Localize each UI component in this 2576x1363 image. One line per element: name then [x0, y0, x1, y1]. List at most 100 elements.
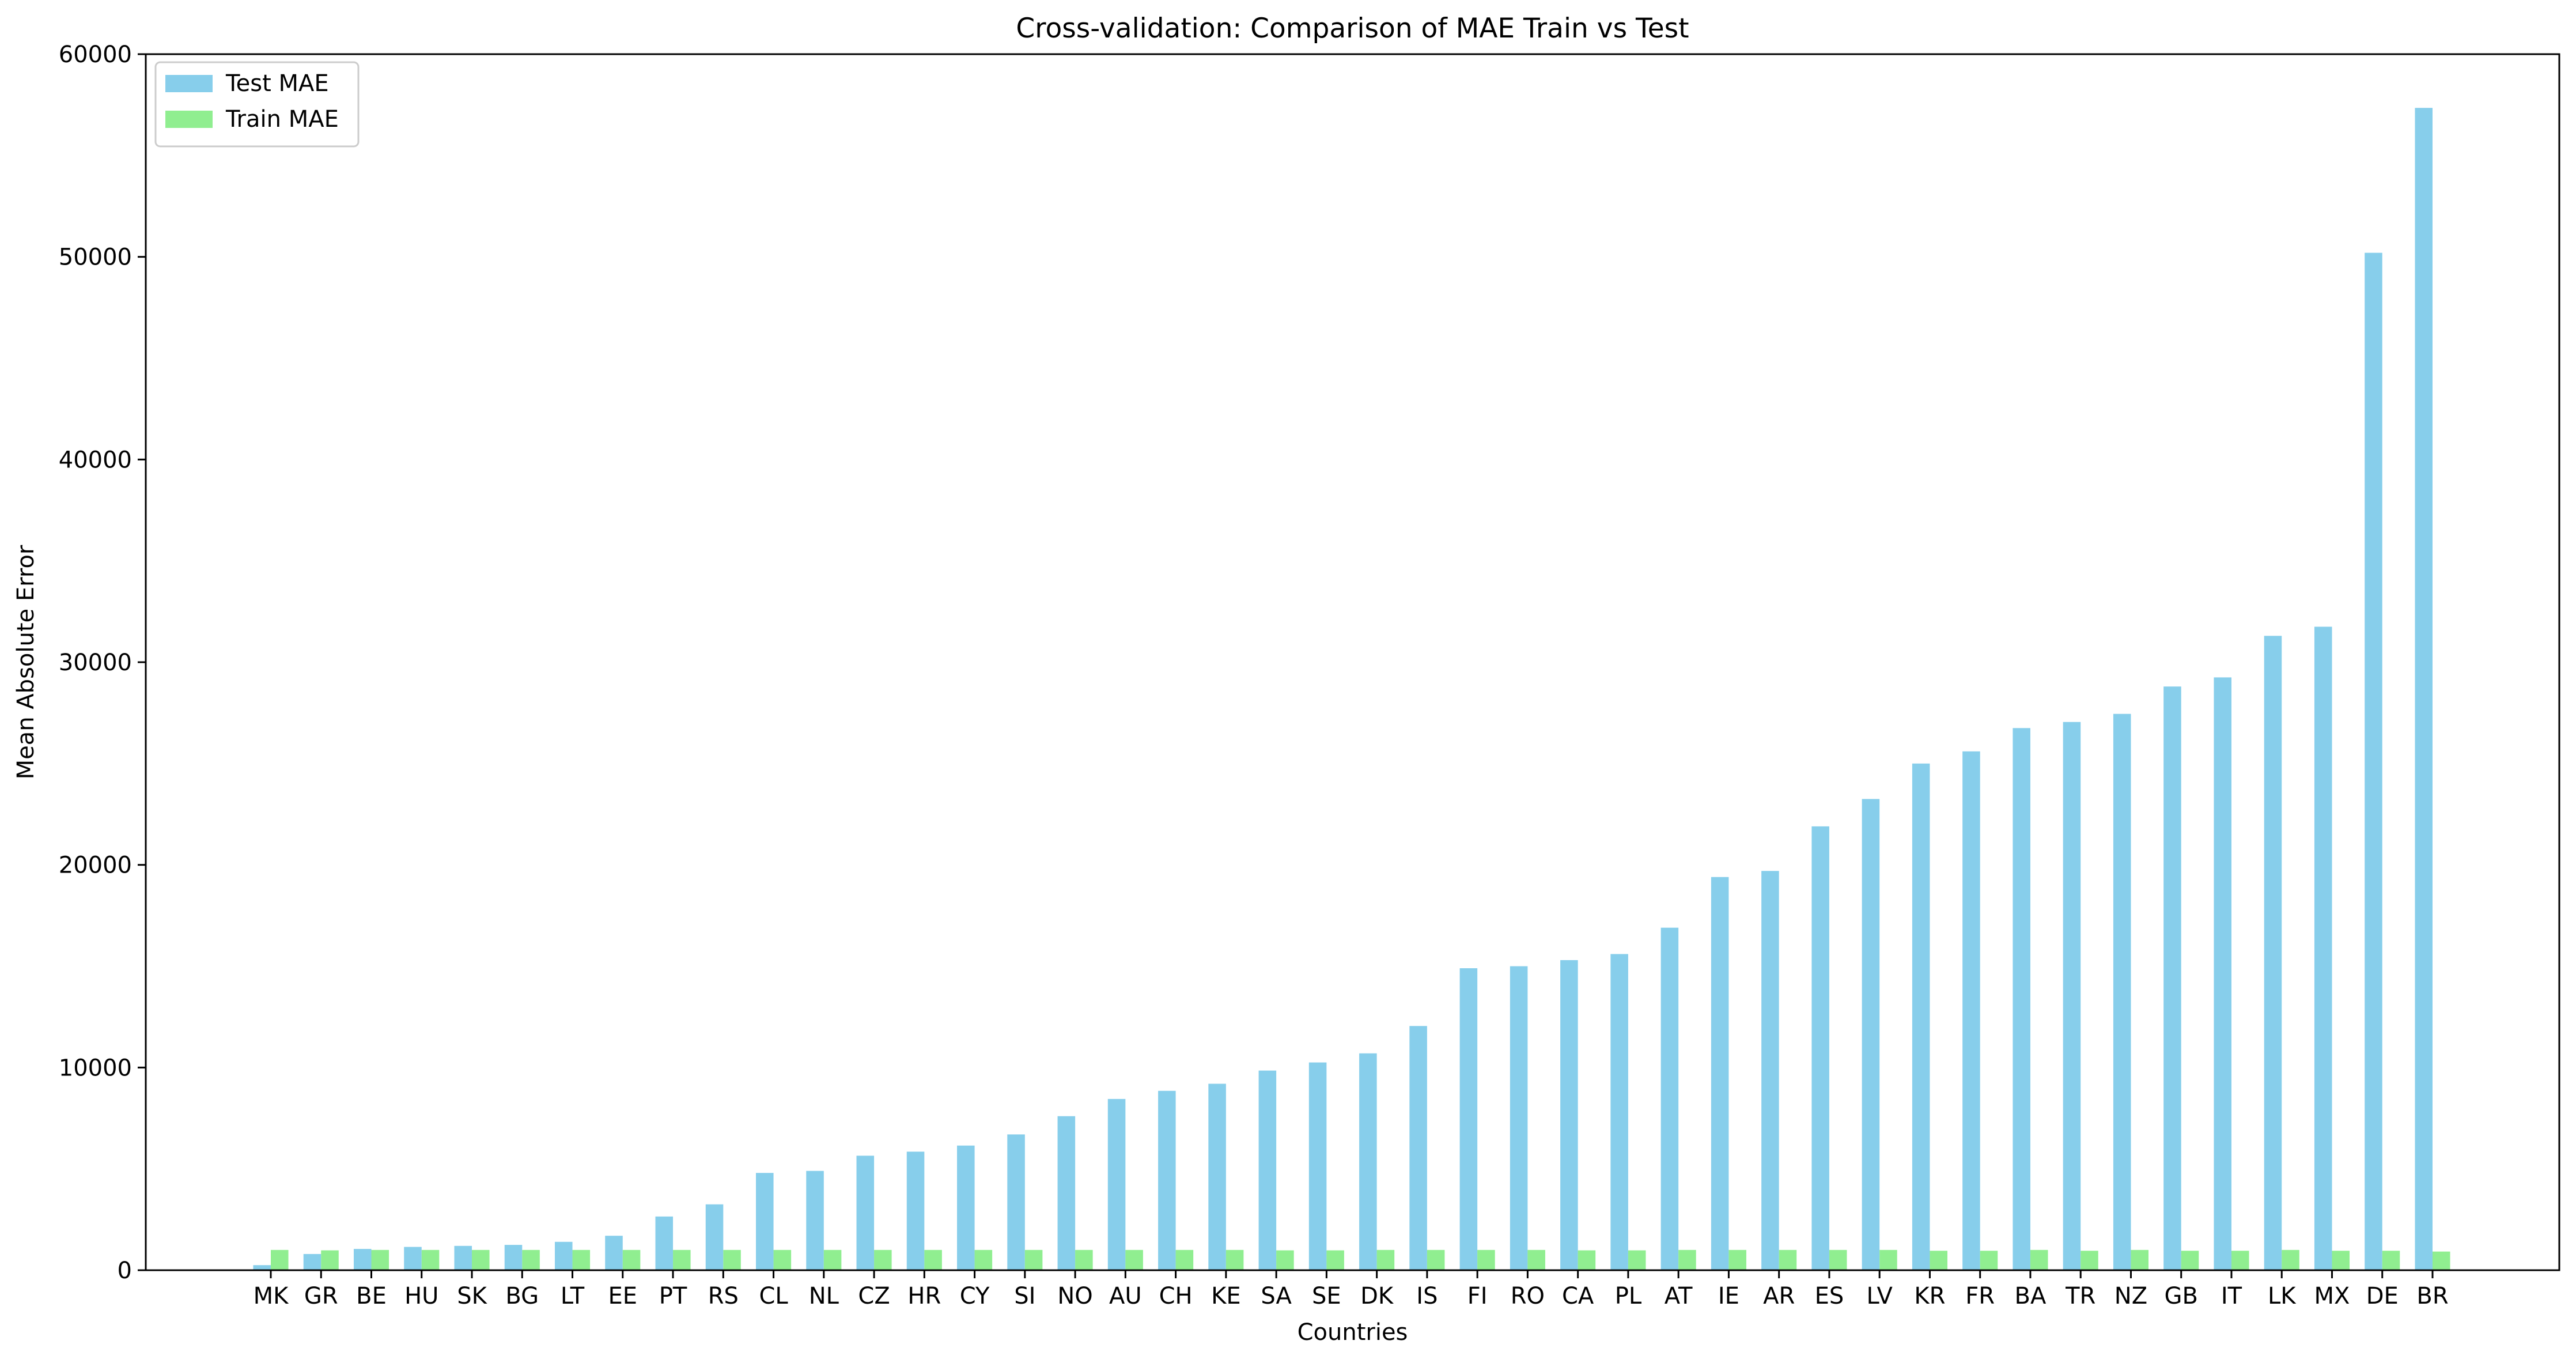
x-tick-label-at: AT [1665, 1283, 1693, 1309]
x-tick-label-si: SI [1014, 1283, 1035, 1309]
test-mae-bar-ch [1158, 1090, 1176, 1270]
x-tick-label-gb: GB [2165, 1283, 2198, 1309]
train-mae-bar-no [1075, 1249, 1093, 1270]
x-tick-label-mx: MX [2314, 1283, 2350, 1309]
x-tick-label-hu: HU [404, 1283, 438, 1309]
test-mae-bar-ie [1711, 877, 1729, 1270]
train-mae-bar-nz [2131, 1249, 2149, 1270]
legend-label-train: Train MAE [225, 106, 339, 133]
test-mae-bar-cl [756, 1173, 774, 1270]
bars-layer [253, 108, 2450, 1271]
x-tick-label-pl: PL [1615, 1283, 1642, 1309]
train-mae-bar-ca [1578, 1250, 1596, 1270]
test-mae-bar-br [2415, 108, 2433, 1271]
x-tick-label-cz: CZ [858, 1283, 890, 1309]
train-mae-bar-hu [421, 1249, 440, 1270]
train-mae-bar-ie [1728, 1249, 1746, 1270]
train-mae-bar-de [2382, 1251, 2400, 1270]
x-tick-label-hr: HR [907, 1283, 941, 1309]
y-tick-label: 50000 [59, 244, 132, 271]
test-mae-bar-nl [806, 1171, 824, 1270]
x-tick-label-se: SE [1312, 1283, 1341, 1309]
x-tick-label-rs: RS [708, 1283, 739, 1309]
train-mae-bar-fi [1477, 1249, 1495, 1270]
x-tick-label-ee: EE [608, 1283, 638, 1309]
train-mae-bar-sk [472, 1249, 490, 1270]
train-mae-bar-ch [1175, 1249, 1194, 1270]
test-mae-bar-se [1308, 1062, 1327, 1270]
chart-title: Cross-validation: Comparison of MAE Trai… [1016, 13, 1689, 44]
y-tick-label: 0 [118, 1258, 132, 1284]
x-tick-label-bg: BG [505, 1283, 539, 1309]
train-mae-bar-gr [321, 1250, 339, 1270]
train-mae-bar-ba [2030, 1249, 2048, 1270]
test-mae-bar-bg [504, 1245, 523, 1270]
test-mae-bar-lk [2264, 636, 2282, 1270]
train-mae-bar-pl [1628, 1250, 1646, 1270]
test-mae-bar-mk [253, 1265, 271, 1270]
x-tick-label-fr: FR [1965, 1283, 1995, 1309]
x-tick-label-it: IT [2221, 1283, 2242, 1309]
y-tick-label: 60000 [59, 41, 132, 68]
train-mae-bar-lt [572, 1249, 591, 1270]
train-mae-bar-es [1829, 1249, 1847, 1270]
y-tick-label: 40000 [59, 447, 132, 473]
y-tick-label: 10000 [59, 1055, 132, 1081]
test-mae-bar-fi [1459, 968, 1478, 1270]
train-mae-bar-ro [1527, 1249, 1545, 1270]
test-mae-bar-gr [303, 1253, 321, 1270]
test-mae-bar-ba [2013, 728, 2030, 1270]
x-tick-label-lt: LT [561, 1283, 585, 1309]
x-tick-label-sk: SK [457, 1283, 487, 1309]
test-mae-bar-es [1811, 826, 1829, 1270]
train-mae-bar-cl [773, 1249, 792, 1270]
legend-label-test: Test MAE [225, 70, 329, 97]
train-mae-bar-gb [2181, 1251, 2199, 1270]
x-tick-label-mk: MK [254, 1283, 290, 1309]
x-tick-label-ar: AR [1763, 1283, 1795, 1309]
x-tick-label-ba: BA [2015, 1283, 2047, 1309]
train-mae-bar-mx [2332, 1251, 2350, 1270]
train-mae-bar-nl [823, 1249, 842, 1270]
x-tick-label-ke: KE [1211, 1283, 1241, 1309]
test-mae-bar-pl [1610, 954, 1628, 1270]
x-tick-label-be: BE [356, 1283, 387, 1309]
test-mae-bar-ca [1560, 960, 1578, 1270]
train-mae-bar-tr [2081, 1251, 2098, 1270]
test-mae-bar-it [2214, 677, 2231, 1270]
train-mae-bar-bg [522, 1249, 540, 1270]
test-mae-bar-at [1660, 927, 1679, 1270]
train-mae-bar-au [1125, 1249, 1143, 1270]
x-tick-label-is: IS [1416, 1283, 1438, 1309]
axes-layer: 0 10000 20000 30000 40000 50000 60000 MK GR BE HU S… [59, 41, 2560, 1309]
test-mae-bar-de [2365, 252, 2382, 1271]
test-mae-bar-dk [1359, 1053, 1377, 1270]
test-mae-bar-sk [454, 1245, 472, 1270]
x-tick-label-sa: SA [1261, 1283, 1292, 1309]
test-mae-bar-pt [655, 1216, 674, 1270]
test-mae-bar-gb [2163, 686, 2181, 1270]
train-mae-bar-sa [1276, 1250, 1294, 1270]
x-tick-label-nl: NL [809, 1283, 839, 1309]
test-mae-bar-au [1107, 1098, 1126, 1270]
x-tick-label-ro: RO [1511, 1283, 1545, 1309]
y-tick-label: 20000 [59, 852, 132, 879]
y-axis-title: Mean Absolute Error [13, 545, 39, 779]
test-mae-bar-fr [1962, 751, 1980, 1270]
test-mae-bar-cy [957, 1145, 975, 1270]
test-mae-bar-rs [705, 1204, 724, 1270]
x-tick-label-nz: NZ [2114, 1283, 2147, 1309]
legend-swatch-test [165, 75, 213, 92]
x-tick-label-ie: IE [1718, 1283, 1739, 1309]
train-mae-bar-kr [1930, 1251, 1947, 1270]
train-mae-bar-cy [974, 1249, 993, 1270]
test-mae-bar-ar [1761, 871, 1779, 1270]
x-tick-label-ch: CH [1159, 1283, 1193, 1309]
legend-swatch-train [165, 111, 213, 128]
x-tick-label-fi: FI [1467, 1283, 1488, 1309]
train-mae-bar-mk [271, 1249, 289, 1270]
train-mae-bar-rs [723, 1249, 741, 1270]
x-tick-label-lv: LV [1867, 1283, 1893, 1309]
